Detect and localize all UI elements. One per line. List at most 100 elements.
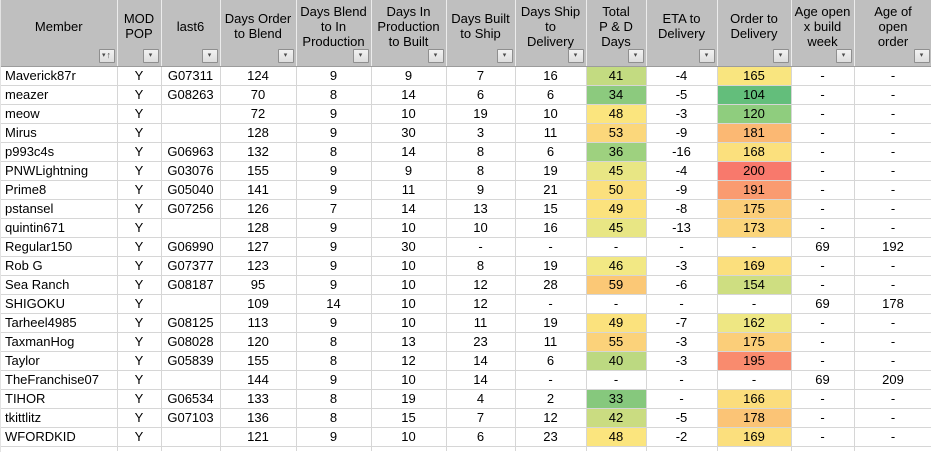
- cell-days-order-to-blend[interactable]: 72: [220, 104, 297, 124]
- filter-dropdown-button[interactable]: ▾: [277, 48, 294, 63]
- cell-eta-to-delivery[interactable]: -2: [646, 427, 718, 447]
- cell-age-open-x-build-week[interactable]: -: [791, 66, 855, 86]
- cell-days-blend-to-in-production[interactable]: 9: [296, 275, 372, 295]
- cell-days-in-production-to-built[interactable]: 15: [371, 408, 447, 428]
- cell-days-order-to-blend[interactable]: 113: [220, 313, 297, 333]
- cell-mod-pop[interactable]: Y: [117, 294, 162, 314]
- cell-days-ship-to-delivery[interactable]: 2: [515, 389, 587, 409]
- cell-mod-pop[interactable]: Y: [117, 427, 162, 447]
- cell-last6[interactable]: G07256: [161, 199, 221, 219]
- filter-dropdown-button[interactable]: ▾: [427, 48, 444, 63]
- cell-days-in-production-to-built[interactable]: 10: [371, 427, 447, 447]
- cell-days-ship-to-delivery[interactable]: -: [515, 294, 587, 314]
- cell-days-ship-to-delivery[interactable]: 6: [515, 85, 587, 105]
- cell-order-to-delivery[interactable]: 166: [717, 389, 792, 409]
- cell-total-pd-days[interactable]: [586, 446, 647, 451]
- cell-age-open-x-build-week[interactable]: -: [791, 351, 855, 371]
- cell-days-ship-to-delivery[interactable]: 16: [515, 66, 587, 86]
- cell-age-open-x-build-week[interactable]: -: [791, 85, 855, 105]
- cell-last6[interactable]: G05040: [161, 180, 221, 200]
- cell-days-built-to-ship[interactable]: 6: [446, 85, 516, 105]
- cell-days-in-production-to-built[interactable]: 14: [371, 199, 447, 219]
- cell-order-to-delivery[interactable]: 169: [717, 427, 792, 447]
- cell-days-built-to-ship[interactable]: 14: [446, 370, 516, 390]
- cell-days-built-to-ship[interactable]: 8: [446, 256, 516, 276]
- cell-days-order-to-blend[interactable]: 127: [220, 237, 297, 257]
- cell-mod-pop[interactable]: [117, 446, 162, 451]
- cell-age-open-x-build-week[interactable]: -: [791, 199, 855, 219]
- cell-total-pd-days[interactable]: 53: [586, 123, 647, 143]
- cell-eta-to-delivery[interactable]: -: [646, 370, 718, 390]
- cell-days-order-to-blend[interactable]: 120: [220, 332, 297, 352]
- cell-age-open-x-build-week[interactable]: -: [791, 161, 855, 181]
- cell-eta-to-delivery[interactable]: -4: [646, 161, 718, 181]
- cell-mod-pop[interactable]: Y: [117, 180, 162, 200]
- cell-days-order-to-blend[interactable]: 144: [220, 370, 297, 390]
- cell-days-blend-to-in-production[interactable]: 9: [296, 66, 372, 86]
- cell-last6[interactable]: [161, 370, 221, 390]
- cell-last6[interactable]: G07311: [161, 66, 221, 86]
- cell-total-pd-days[interactable]: 55: [586, 332, 647, 352]
- cell-member[interactable]: pstansel: [1, 199, 118, 219]
- cell-order-to-delivery[interactable]: -: [717, 237, 792, 257]
- cell-total-pd-days[interactable]: 46: [586, 256, 647, 276]
- cell-age-open-x-build-week[interactable]: -: [791, 408, 855, 428]
- cell-age-of-open-order[interactable]: -: [854, 66, 931, 86]
- cell-days-blend-to-in-production[interactable]: 7: [296, 199, 372, 219]
- cell-days-in-production-to-built[interactable]: 10: [371, 256, 447, 276]
- cell-days-order-to-blend[interactable]: 155: [220, 351, 297, 371]
- cell-days-blend-to-in-production[interactable]: 8: [296, 351, 372, 371]
- cell-days-in-production-to-built[interactable]: 11: [371, 180, 447, 200]
- cell-total-pd-days[interactable]: 36: [586, 142, 647, 162]
- cell-age-of-open-order[interactable]: -: [854, 85, 931, 105]
- cell-age-open-x-build-week[interactable]: -: [791, 180, 855, 200]
- cell-total-pd-days[interactable]: 48: [586, 427, 647, 447]
- cell-member[interactable]: Taylor: [1, 351, 118, 371]
- cell-order-to-delivery[interactable]: 104: [717, 85, 792, 105]
- cell-days-blend-to-in-production[interactable]: 9: [296, 313, 372, 333]
- cell-order-to-delivery[interactable]: 178: [717, 408, 792, 428]
- cell-days-blend-to-in-production[interactable]: 8: [296, 389, 372, 409]
- cell-member[interactable]: WFORDKID: [1, 427, 118, 447]
- cell-age-of-open-order[interactable]: -: [854, 389, 931, 409]
- cell-age-of-open-order[interactable]: -: [854, 408, 931, 428]
- cell-days-built-to-ship[interactable]: 8: [446, 161, 516, 181]
- cell-days-built-to-ship[interactable]: 7: [446, 408, 516, 428]
- cell-age-of-open-order[interactable]: 209: [854, 370, 931, 390]
- cell-days-blend-to-in-production[interactable]: 8: [296, 408, 372, 428]
- cell-age-open-x-build-week[interactable]: -: [791, 123, 855, 143]
- cell-days-blend-to-in-production[interactable]: 9: [296, 370, 372, 390]
- cell-days-blend-to-in-production[interactable]: 9: [296, 237, 372, 257]
- cell-days-in-production-to-built[interactable]: 14: [371, 85, 447, 105]
- cell-days-in-production-to-built[interactable]: 10: [371, 275, 447, 295]
- cell-last6[interactable]: G06990: [161, 237, 221, 257]
- cell-total-pd-days[interactable]: 59: [586, 275, 647, 295]
- cell-last6[interactable]: [161, 123, 221, 143]
- cell-member[interactable]: p993c4s: [1, 142, 118, 162]
- cell-member[interactable]: Sea Ranch: [1, 275, 118, 295]
- cell-age-open-x-build-week[interactable]: 69: [791, 370, 855, 390]
- cell-days-in-production-to-built[interactable]: 10: [371, 313, 447, 333]
- cell-total-pd-days[interactable]: 41: [586, 66, 647, 86]
- cell-days-blend-to-in-production[interactable]: 9: [296, 180, 372, 200]
- cell-age-of-open-order[interactable]: -: [854, 123, 931, 143]
- cell-age-of-open-order[interactable]: -: [854, 142, 931, 162]
- cell-days-ship-to-delivery[interactable]: 16: [515, 218, 587, 238]
- cell-member[interactable]: Maverick87r: [1, 66, 118, 86]
- cell-days-blend-to-in-production[interactable]: 9: [296, 256, 372, 276]
- cell-age-open-x-build-week[interactable]: -: [791, 275, 855, 295]
- filter-dropdown-button[interactable]: ▾: [627, 48, 644, 63]
- cell-days-order-to-blend[interactable]: 121: [220, 427, 297, 447]
- cell-eta-to-delivery[interactable]: -3: [646, 351, 718, 371]
- cell-order-to-delivery[interactable]: 154: [717, 275, 792, 295]
- cell-eta-to-delivery[interactable]: -3: [646, 332, 718, 352]
- cell-member[interactable]: tkittlitz: [1, 408, 118, 428]
- cell-days-ship-to-delivery[interactable]: 21: [515, 180, 587, 200]
- cell-mod-pop[interactable]: Y: [117, 161, 162, 181]
- cell-age-of-open-order[interactable]: -: [854, 313, 931, 333]
- cell-age-of-open-order[interactable]: [854, 446, 931, 451]
- cell-days-built-to-ship[interactable]: 7: [446, 66, 516, 86]
- cell-member[interactable]: SHIGOKU: [1, 294, 118, 314]
- cell-days-ship-to-delivery[interactable]: [515, 446, 587, 451]
- cell-mod-pop[interactable]: Y: [117, 408, 162, 428]
